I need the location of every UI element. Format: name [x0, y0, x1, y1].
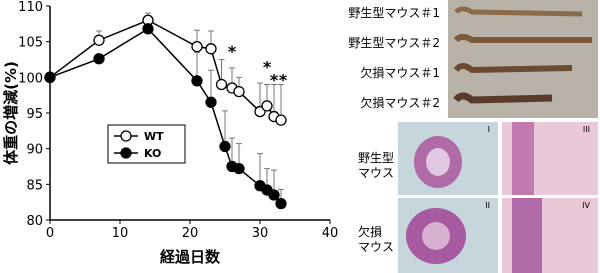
- data-point: [191, 75, 203, 87]
- data-point: [261, 100, 273, 112]
- legend-label: KO: [144, 147, 161, 160]
- x-tick-label: 40: [322, 226, 339, 241]
- data-point: [219, 140, 231, 153]
- data-point: [44, 71, 56, 83]
- photo-label: 欠損マウス＃1: [360, 65, 440, 80]
- y-axis-label: 体重の増減(%): [2, 61, 20, 165]
- histology-label: マウス: [358, 166, 394, 180]
- intestine: [453, 34, 592, 43]
- legend-label: WT: [144, 130, 164, 143]
- panel-label: I: [488, 125, 490, 134]
- significance-mark: *: [270, 70, 279, 89]
- tissue: [512, 122, 534, 195]
- significance-mark: *: [263, 57, 272, 76]
- tissue: [426, 148, 450, 176]
- legend-marker: [120, 147, 132, 159]
- histology-label: 欠損: [358, 224, 382, 239]
- photo-label: 野生型マウス＃2: [348, 36, 440, 50]
- panel-label: III: [583, 125, 590, 134]
- error-bar: [222, 110, 228, 147]
- panel-label: II: [485, 201, 490, 210]
- histology-label: 野生型: [358, 151, 394, 165]
- data-point: [215, 78, 228, 91]
- data-point: [275, 197, 287, 210]
- y-tick-label: 95: [26, 107, 43, 122]
- x-tick-label: 30: [252, 226, 269, 241]
- x-tick-label: 20: [182, 226, 199, 241]
- photo: [448, 0, 598, 118]
- data-point: [268, 189, 280, 201]
- histology-label: マウス: [358, 240, 394, 254]
- photo-label: 欠損マウス＃2: [360, 95, 440, 110]
- legend-box: [107, 124, 186, 164]
- data-point: [93, 34, 105, 46]
- significance-mark: *: [279, 70, 288, 89]
- intestine: [453, 92, 553, 104]
- significance-mark: *: [228, 42, 237, 61]
- data-point: [275, 114, 287, 126]
- x-tick-label: 10: [112, 226, 129, 241]
- y-tick-label: 105: [18, 36, 43, 51]
- intestine: [453, 63, 573, 74]
- y-tick-label: 90: [26, 143, 43, 158]
- y-tick-label: 100: [18, 71, 43, 86]
- y-tick-label: 80: [26, 214, 43, 229]
- intestine: [454, 6, 583, 17]
- tissue: [512, 198, 542, 273]
- histology-images: [398, 122, 598, 273]
- data-point: [205, 96, 217, 108]
- tissue: [422, 222, 450, 250]
- error-bar: [278, 83, 284, 121]
- data-point: [142, 23, 154, 35]
- series-line: [49, 19, 282, 121]
- data-point: [191, 41, 203, 53]
- legend-marker: [120, 130, 132, 142]
- data-point: [205, 43, 217, 55]
- y-tick-label: 85: [26, 178, 43, 193]
- series-line: [49, 27, 282, 205]
- data-point: [93, 53, 105, 65]
- data-point: [233, 85, 245, 98]
- y-tick-label: 110: [18, 0, 43, 15]
- x-axis-label: 経過日数: [160, 248, 221, 266]
- panel-label: IV: [582, 201, 590, 210]
- x-tick-label: 0: [46, 226, 54, 241]
- photo-label: 野生型マウス＃1: [348, 6, 440, 20]
- data-point: [233, 162, 245, 175]
